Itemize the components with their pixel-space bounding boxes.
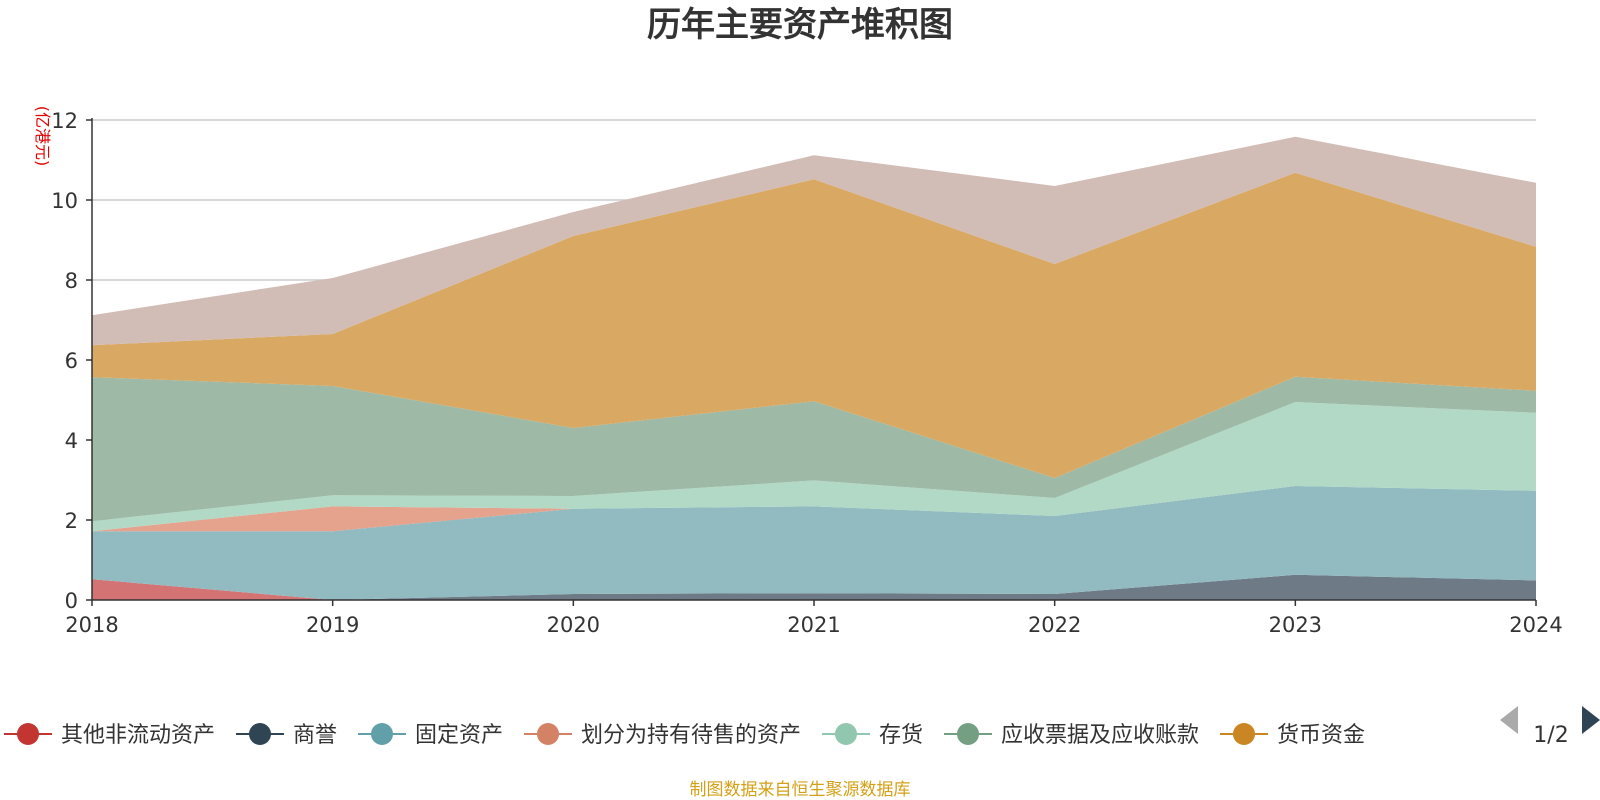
y-tick-label: 0 [65,589,78,613]
area-series-3 [92,486,1536,532]
triangle-right-icon[interactable] [1582,706,1600,734]
x-tick-label: 2019 [306,613,359,637]
area-series-0 [92,579,1536,600]
legend-item-6[interactable]: 货币资金 [1220,723,1365,748]
legend-marker-icon [835,723,857,745]
x-tick-label: 2021 [787,613,840,637]
legend-label: 商誉 [293,723,337,748]
y-tick-label: 8 [65,269,78,293]
legend-marker-icon [371,723,393,745]
legend-marker-icon [537,723,559,745]
legend-item-3[interactable]: 划分为持有待售的资产 [524,723,801,748]
legend-label: 其他非流动资产 [61,723,215,748]
legend-page-indicator: 1/2 [1533,723,1568,748]
source-note: 制图数据来自恒生聚源数据库 [690,780,911,800]
area-series-6 [92,172,1536,479]
x-tick-label: 2022 [1028,613,1081,637]
legend-label: 存货 [879,723,923,748]
chart-title: 历年主要资产堆积图 [647,5,953,45]
unit-label: (亿港元) [33,106,52,167]
legend-label: 划分为持有待售的资产 [581,723,801,748]
area-series-2 [92,486,1536,600]
legend-label: 应收票据及应收账款 [1001,723,1199,748]
legend-marker-icon [249,723,271,745]
legend-item-4[interactable]: 存货 [822,723,923,748]
y-tick-label: 10 [51,189,78,213]
y-tick-label: 4 [65,429,78,453]
y-tick-label: 12 [51,109,78,133]
x-tick-label: 2023 [1269,613,1322,637]
legend-marker-icon [1233,723,1255,745]
legend-marker-icon [957,723,979,745]
legend[interactable]: 其他非流动资产 商誉 固定资产 划分为持有待售的资产 存货 应收票据及应收账款 货币资金 [4,723,1365,748]
y-tick-label: 2 [65,509,78,533]
area-series-5 [92,376,1536,522]
area-series-4 [92,402,1536,532]
axes: 0 2 4 6 8 10 12 2018 2019 2020 2021 2022 2023 2024 [51,109,1562,637]
triangle-left-icon[interactable] [1500,706,1518,734]
legend-pager: 1/2 [1500,706,1600,748]
area-series [92,136,1536,600]
legend-item-1[interactable]: 商誉 [236,723,337,748]
legend-marker-icon [17,723,39,745]
legend-item-0[interactable]: 其他非流动资产 [4,723,215,748]
x-tick-label: 2020 [547,613,600,637]
area-series-1 [92,574,1536,600]
area-series-7 [92,136,1536,346]
x-tick-label: 2024 [1509,613,1562,637]
legend-label: 货币资金 [1277,723,1365,748]
legend-item-2[interactable]: 固定资产 [358,723,503,748]
y-tick-label: 6 [65,349,78,373]
legend-label: 固定资产 [415,723,503,748]
legend-item-5[interactable]: 应收票据及应收账款 [944,723,1199,748]
x-tick-label: 2018 [65,613,118,637]
